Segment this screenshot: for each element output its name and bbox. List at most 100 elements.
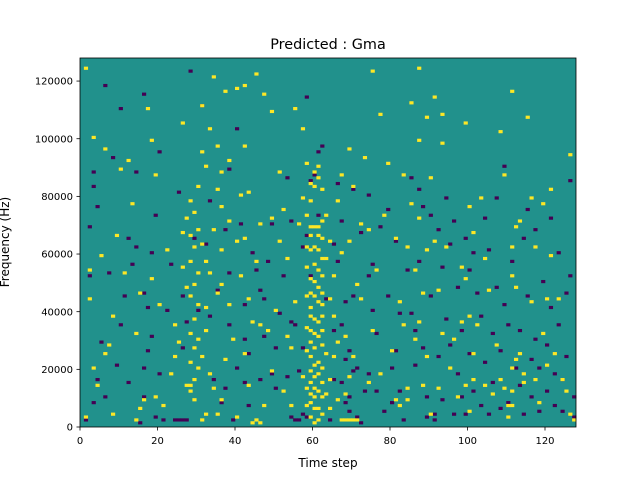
heatmap-cell-high bbox=[343, 392, 348, 396]
heatmap-cell-low bbox=[149, 251, 154, 255]
heatmap-cell-low bbox=[134, 170, 139, 174]
heatmap-cell-high bbox=[173, 323, 178, 327]
heatmap-cell-low bbox=[552, 372, 557, 376]
heatmap-cell-low bbox=[335, 181, 340, 186]
heatmap-cell-low bbox=[176, 190, 182, 194]
heatmap-cell-high bbox=[316, 225, 321, 229]
heatmap-cell-low bbox=[506, 323, 511, 327]
heatmap-cell-high bbox=[180, 121, 185, 125]
heatmap-cell-low bbox=[285, 375, 290, 379]
heatmap-cell-high bbox=[242, 236, 247, 240]
heatmap-cell-low bbox=[529, 357, 534, 361]
heatmap-cell-low bbox=[537, 366, 542, 370]
heatmap-cell-high bbox=[254, 418, 259, 422]
heatmap-cell-low bbox=[339, 380, 344, 385]
heatmap-cell-high bbox=[312, 225, 317, 229]
heatmap-cell-low bbox=[421, 205, 426, 209]
heatmap-cell-low bbox=[417, 187, 422, 191]
heatmap-cell-high bbox=[176, 340, 182, 344]
heatmap-cell-low bbox=[99, 340, 104, 344]
heatmap-cell-high bbox=[134, 418, 139, 422]
heatmap-cell-high bbox=[316, 360, 321, 364]
heatmap-cell-high bbox=[200, 242, 205, 246]
heatmap-cell-low bbox=[351, 369, 356, 373]
heatmap-cell-low bbox=[235, 366, 240, 370]
y-tick-label: 120000 bbox=[35, 77, 73, 88]
heatmap-cell-high bbox=[196, 303, 201, 307]
heatmap-cell-high bbox=[417, 216, 422, 220]
heatmap-cell-low bbox=[227, 167, 232, 171]
heatmap-cell-high bbox=[196, 184, 201, 189]
heatmap-cell-high bbox=[397, 300, 402, 304]
heatmap-cell-low bbox=[413, 328, 418, 333]
heatmap-cell-high bbox=[471, 377, 476, 382]
heatmap-cell-low bbox=[103, 83, 108, 88]
heatmap-cell-high bbox=[370, 328, 375, 333]
heatmap-cell-high bbox=[347, 375, 352, 379]
heatmap-cell-low bbox=[564, 354, 569, 359]
heatmap-cell-high bbox=[382, 213, 387, 217]
heatmap-cell-high bbox=[153, 173, 158, 177]
heatmap-cell-high bbox=[548, 187, 554, 191]
heatmap-cell-low bbox=[370, 262, 375, 266]
heatmap-cell-low bbox=[479, 314, 484, 318]
heatmap-cell-high bbox=[510, 274, 515, 278]
heatmap-cell-low bbox=[316, 213, 321, 217]
heatmap-cell-low bbox=[444, 317, 449, 321]
heatmap-cell-high bbox=[328, 297, 333, 301]
heatmap-cell-low bbox=[421, 346, 426, 350]
heatmap-cell-high bbox=[87, 268, 92, 272]
heatmap-cell-low bbox=[258, 377, 263, 382]
heatmap-cell-low bbox=[556, 251, 561, 255]
heatmap-cell-high bbox=[378, 372, 383, 376]
heatmap-cell-low bbox=[242, 303, 247, 307]
heatmap-cell-low bbox=[293, 418, 298, 422]
heatmap-cell-low bbox=[533, 228, 538, 232]
heatmap-cell-high bbox=[320, 303, 325, 307]
heatmap-cell-high bbox=[204, 328, 209, 333]
heatmap-cell-low bbox=[351, 187, 356, 191]
heatmap-cell-low bbox=[161, 418, 166, 422]
heatmap-cell-low bbox=[417, 259, 422, 263]
heatmap-cell-high bbox=[235, 86, 240, 91]
heatmap-cell-high bbox=[463, 277, 468, 281]
heatmap-cell-low bbox=[227, 323, 232, 327]
heatmap-cell-high bbox=[506, 403, 511, 408]
heatmap-cell-low bbox=[95, 377, 100, 382]
heatmap-cell-low bbox=[304, 415, 309, 419]
heatmap-cell-low bbox=[300, 412, 306, 416]
heatmap-cell-high bbox=[130, 202, 135, 206]
heatmap-cell-low bbox=[455, 285, 461, 289]
heatmap-cell-low bbox=[304, 95, 309, 99]
heatmap-cell-low bbox=[533, 337, 538, 341]
heatmap-cell-low bbox=[142, 366, 147, 370]
heatmap-cell-high bbox=[432, 95, 437, 99]
heatmap-cell-high bbox=[401, 173, 406, 177]
heatmap-cell-high bbox=[184, 285, 189, 289]
heatmap-cell-low bbox=[204, 242, 209, 246]
heatmap-cell-low bbox=[258, 288, 263, 292]
heatmap-cell-high bbox=[510, 403, 515, 408]
heatmap-cell-high bbox=[188, 331, 193, 336]
heatmap-cell-low bbox=[242, 380, 247, 385]
heatmap-cell-high bbox=[339, 173, 344, 177]
heatmap-cell-high bbox=[308, 392, 313, 396]
x-tick-label: 20 bbox=[151, 436, 164, 447]
heatmap-cell-high bbox=[149, 277, 154, 281]
heatmap-cell-low bbox=[196, 308, 201, 312]
heatmap-cell-high bbox=[335, 199, 340, 203]
heatmap-cell-high bbox=[510, 389, 515, 393]
heatmap-cell-high bbox=[525, 115, 530, 119]
heatmap-cell-low bbox=[138, 421, 143, 425]
heatmap-cell-high bbox=[320, 274, 325, 278]
heatmap-cell-high bbox=[444, 245, 449, 249]
heatmap-cell-high bbox=[397, 403, 402, 408]
heatmap-cell-high bbox=[211, 386, 216, 390]
heatmap-cell-low bbox=[359, 421, 364, 425]
heatmap-cell-high bbox=[335, 398, 340, 402]
heatmap-cell-low bbox=[521, 236, 526, 240]
heatmap-cell-high bbox=[393, 398, 399, 402]
heatmap-cell-low bbox=[211, 377, 216, 382]
heatmap-cell-high bbox=[231, 337, 236, 341]
heatmap-cell-high bbox=[316, 300, 321, 304]
